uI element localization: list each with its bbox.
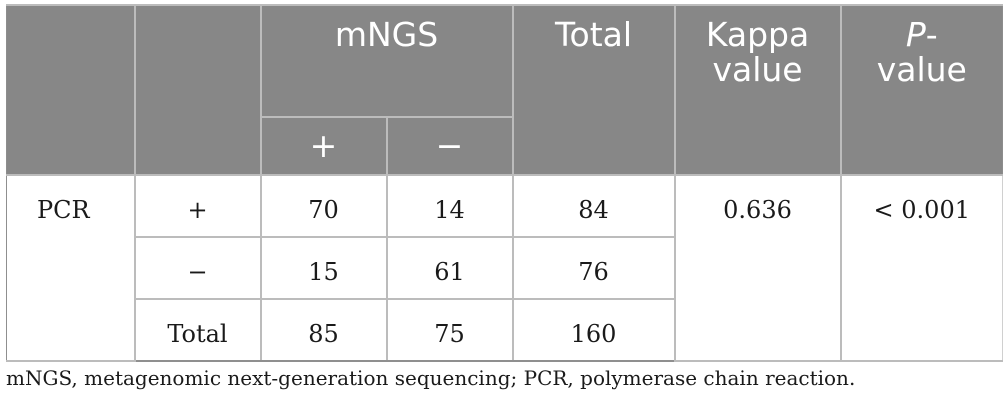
header-p-italic: P xyxy=(905,15,926,54)
cell-total: 84 xyxy=(511,174,676,238)
cell-total: 76 xyxy=(511,236,676,300)
cell-mngs-negative: 14 xyxy=(385,174,514,238)
header-total-label: Total xyxy=(554,15,633,54)
header-total: Total xyxy=(511,4,676,176)
header-empty-cell-2 xyxy=(133,4,262,176)
cell-kappa-value: 0.636 xyxy=(673,174,842,362)
header-p-line2: value xyxy=(876,49,967,89)
table-row: PCR + 70 14 84 0.636 < 0.001 xyxy=(6,174,1004,362)
cell-mngs-negative: 61 xyxy=(385,236,514,300)
header-mngs-negative: − xyxy=(385,116,514,176)
row-group-pcr: PCR xyxy=(6,174,136,362)
cell-mngs-negative: 75 xyxy=(385,298,514,362)
table-footnote: mNGS, metagenomic next-generation sequen… xyxy=(6,366,856,390)
contingency-table: mNGS Total Kappa value P- value + − PCR … xyxy=(6,4,1004,362)
header-kappa-line1: Kappa xyxy=(705,15,810,54)
row-label: − xyxy=(133,236,262,300)
cell-mngs-positive: 85 xyxy=(259,298,388,362)
row-label: + xyxy=(133,174,262,238)
table-row: Total 85 75 160 xyxy=(7,298,1003,362)
row-label: Total xyxy=(133,298,262,362)
header-kappa-value: Kappa value xyxy=(673,4,842,176)
header-empty-cell-1 xyxy=(6,4,136,176)
header-mngs: mNGS xyxy=(259,4,514,118)
header-mngs-label: mNGS xyxy=(334,15,439,54)
cell-mngs-positive: 15 xyxy=(259,236,388,300)
header-p-value: P- value xyxy=(839,4,1004,176)
cell-total: 160 xyxy=(511,298,676,362)
header-minus-sign: − xyxy=(435,125,464,165)
header-kappa-line2: value xyxy=(712,49,803,89)
header-plus-sign: + xyxy=(309,125,338,165)
cell-p-value: < 0.001 xyxy=(839,174,1004,362)
header-mngs-positive: + xyxy=(259,116,388,176)
header-p-dash: - xyxy=(925,15,938,54)
cell-mngs-positive: 70 xyxy=(259,174,388,238)
table-row: − 15 61 76 xyxy=(7,236,1003,300)
